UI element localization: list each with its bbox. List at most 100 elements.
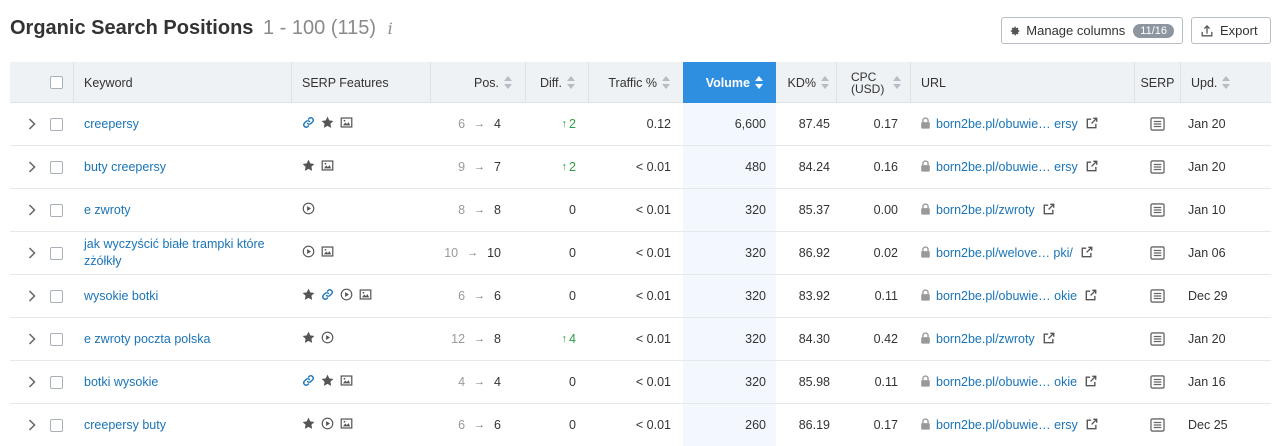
external-link-icon[interactable]: [1086, 418, 1098, 433]
url-link[interactable]: born2be.pl/welove… pki/: [936, 246, 1073, 260]
export-button[interactable]: Export: [1191, 17, 1271, 44]
col-traffic[interactable]: Traffic %: [588, 62, 683, 103]
col-keyword[interactable]: Keyword: [73, 62, 291, 103]
serp-snapshot-icon[interactable]: [1134, 318, 1180, 360]
keyword-link[interactable]: jak wyczyścić białe trampki które zżółkł…: [84, 237, 265, 268]
serp-features: [302, 404, 432, 446]
position-change: 4 → 4: [430, 361, 525, 403]
serp-snapshot-icon[interactable]: [1134, 275, 1180, 317]
lock-icon: [920, 202, 931, 218]
table-row: jak wyczyścić białe trampki które zżółkł…: [10, 232, 1271, 275]
col-kd[interactable]: KD%: [776, 62, 836, 103]
position-from: 6: [458, 117, 466, 131]
keyword-link[interactable]: e zwroty poczta polska: [84, 331, 211, 346]
keyword-link[interactable]: e zwroty: [84, 202, 131, 217]
keyword-difficulty: 85.98: [798, 375, 830, 389]
url-link[interactable]: born2be.pl/obuwie… ersy: [936, 160, 1078, 174]
expand-row-chevron-icon[interactable]: [26, 361, 38, 403]
image-icon: [340, 116, 353, 132]
external-link-icon[interactable]: [1043, 332, 1055, 347]
arrow-right-icon: →: [474, 419, 486, 431]
external-link-icon[interactable]: [1081, 246, 1093, 261]
updated-date: Jan 06: [1188, 246, 1226, 260]
serp-snapshot-icon[interactable]: [1134, 232, 1180, 274]
sort-icon: [893, 75, 902, 90]
position-to: 7: [494, 160, 501, 174]
expand-row-chevron-icon[interactable]: [26, 404, 38, 446]
columns-count-badge: 11/16: [1133, 23, 1174, 38]
external-link-icon[interactable]: [1086, 160, 1098, 175]
col-volume[interactable]: Volume: [683, 62, 776, 103]
position-change: 6 → 6: [430, 404, 525, 446]
keyword-difficulty: 86.92: [798, 246, 830, 260]
row-checkbox[interactable]: [50, 117, 63, 131]
external-link-icon[interactable]: [1085, 289, 1097, 304]
info-icon[interactable]: i: [387, 19, 393, 38]
keyword-link[interactable]: creepersy buty: [84, 417, 166, 432]
traffic-percent: < 0.01: [635, 375, 671, 389]
position-change: 10 → 10: [430, 232, 525, 274]
url-link[interactable]: born2be.pl/obuwie… okie: [936, 375, 1078, 389]
search-volume: 6,600: [734, 117, 766, 131]
expand-row-chevron-icon[interactable]: [26, 232, 38, 274]
col-upd[interactable]: Upd.: [1180, 62, 1271, 103]
col-diff[interactable]: Diff.: [525, 62, 588, 103]
arrow-up-icon: ↑: [561, 118, 568, 130]
col-serp: SERP: [1134, 62, 1180, 103]
keyword-link[interactable]: botki wysokie: [84, 374, 159, 389]
manage-columns-button[interactable]: Manage columns 11/16: [1001, 17, 1183, 44]
url-cell: born2be.pl/obuwie… ersy: [920, 103, 1134, 145]
row-checkbox[interactable]: [50, 375, 63, 389]
row-checkbox[interactable]: [50, 418, 63, 432]
keyword-link[interactable]: creepersy: [84, 116, 139, 131]
arrow-right-icon: →: [474, 333, 486, 345]
serp-snapshot-icon[interactable]: [1134, 103, 1180, 145]
url-link[interactable]: born2be.pl/zwroty: [936, 203, 1035, 217]
col-traffic-label: Traffic %: [608, 75, 657, 90]
star-icon: [302, 288, 315, 304]
row-checkbox[interactable]: [50, 246, 63, 260]
url-link[interactable]: born2be.pl/obuwie… ersy: [936, 117, 1078, 131]
lock-icon: [920, 116, 931, 132]
traffic-percent: < 0.01: [635, 418, 671, 432]
diff-value: 2: [569, 117, 576, 131]
traffic-percent: < 0.01: [635, 289, 671, 303]
url-link[interactable]: born2be.pl/obuwie… ersy: [936, 418, 1078, 432]
serp-snapshot-icon[interactable]: [1134, 404, 1180, 446]
url-link[interactable]: born2be.pl/zwroty: [936, 332, 1035, 346]
row-checkbox[interactable]: [50, 289, 63, 303]
col-cpc[interactable]: CPC (USD): [836, 62, 910, 103]
row-checkbox[interactable]: [50, 160, 63, 174]
external-link-icon[interactable]: [1086, 117, 1098, 132]
expand-row-chevron-icon[interactable]: [26, 189, 38, 231]
cpc-value: 0.11: [874, 289, 898, 303]
select-all-checkbox[interactable]: [50, 76, 63, 89]
expand-row-chevron-icon[interactable]: [26, 103, 38, 145]
keyword-link[interactable]: wysokie botki: [84, 288, 159, 303]
row-checkbox-cell: [50, 361, 63, 403]
expand-row-chevron-icon[interactable]: [26, 318, 38, 360]
serp-snapshot-icon[interactable]: [1134, 361, 1180, 403]
row-checkbox-cell: [50, 103, 63, 145]
col-cpc-line1: CPC: [851, 69, 877, 84]
video-icon: [340, 288, 353, 304]
cpc-value: 0.02: [873, 246, 898, 260]
url-cell: born2be.pl/welove… pki/: [920, 232, 1134, 274]
serp-features: [302, 189, 432, 231]
col-pos[interactable]: Pos.: [430, 62, 525, 103]
expand-row-chevron-icon[interactable]: [26, 146, 38, 188]
serp-snapshot-icon[interactable]: [1134, 146, 1180, 188]
serp-snapshot-icon[interactable]: [1134, 189, 1180, 231]
row-checkbox[interactable]: [50, 203, 63, 217]
url-link[interactable]: born2be.pl/obuwie… okie: [936, 289, 1078, 303]
table-row: wysokie botki 6 → 6 0 < 0.01 320 83.92 0…: [10, 275, 1271, 318]
lock-icon: [920, 374, 931, 390]
row-checkbox[interactable]: [50, 332, 63, 346]
expand-row-chevron-icon[interactable]: [26, 275, 38, 317]
keyword-link[interactable]: buty creepersy: [84, 159, 166, 174]
position-to: 6: [494, 289, 501, 303]
external-link-icon[interactable]: [1085, 375, 1097, 390]
external-link-icon[interactable]: [1043, 203, 1055, 218]
col-diff-label: Diff.: [540, 75, 562, 90]
position-diff: 0: [525, 361, 588, 403]
